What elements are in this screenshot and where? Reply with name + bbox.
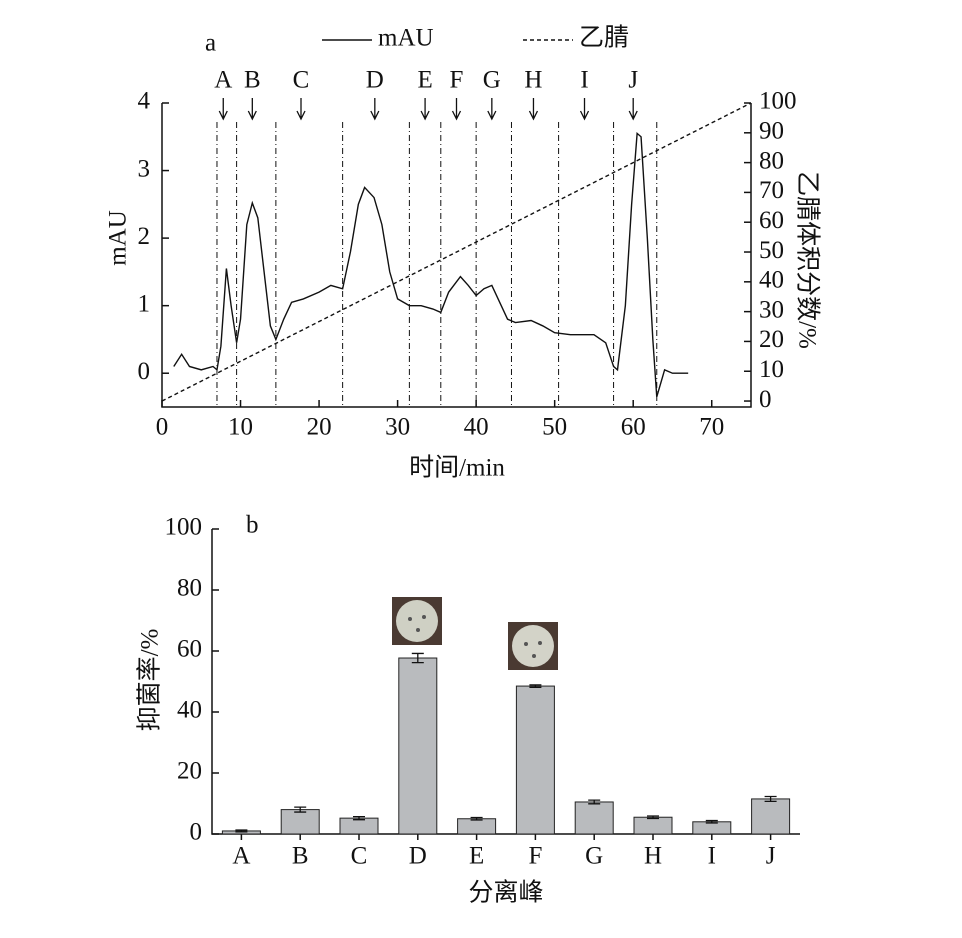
axis [161,103,752,408]
x-tick-label: D [409,843,427,870]
x-tick-label: 70 [699,414,724,441]
peak-label: G [483,67,501,94]
peak-label: F [450,67,464,94]
x-tick-label: E [469,843,484,870]
y2-tick-label: 30 [759,296,784,323]
y-tick-label: 0 [138,358,151,385]
y-tick-label: 3 [138,155,151,182]
error-bar [705,819,718,824]
error-bar [470,816,483,821]
peak-label: D [366,67,384,94]
x-tick-label: 20 [307,414,332,441]
x-tick-label: C [351,843,368,870]
peak-label: E [417,67,432,94]
y-tick-label: 40 [177,697,202,724]
y2-tick-label: 70 [759,177,784,204]
plate-photo [392,597,442,645]
peak-label: I [580,67,588,94]
legend-label: mAU [378,25,434,52]
bar [633,816,673,835]
x-tick-label: F [528,843,542,870]
x-tick-label: I [708,843,716,870]
x-tick-label: 10 [228,414,253,441]
error-bar [647,815,659,820]
peak-label: C [293,67,310,94]
y2-tick-label: 90 [759,118,784,145]
error-bar [353,815,365,821]
x-axis-title: 时间/min [409,454,505,482]
x-tick-label: 40 [464,414,489,441]
peak-arrow [451,98,462,121]
bar [280,809,320,835]
y2-tick-label: 80 [759,147,784,174]
bar [515,685,555,835]
error-bar [294,806,307,813]
y-tick-label: 4 [138,88,151,115]
peak-arrow [296,98,306,121]
legend-label: 乙腈 [579,24,629,52]
peak-arrow [487,98,497,121]
peak-arrow [628,98,638,121]
y2-axis-title: 乙腈体积分数/% [793,171,821,349]
y-tick-label: 80 [177,575,202,602]
y-tick-label: 1 [138,290,151,317]
x-axis-title: 分离峰 [468,879,543,907]
peak-label: A [214,67,232,94]
y-tick-label: 0 [190,819,203,846]
x-tick-label: H [644,843,662,870]
x-tick-label: G [585,843,603,870]
bar [457,818,497,835]
series-line [161,102,752,402]
y2-tick-label: 100 [759,88,797,115]
x-tick-label: A [232,843,250,870]
axis [211,529,800,835]
error-bar [235,829,248,833]
peak-arrow [370,98,380,121]
peak-label: J [628,67,638,94]
plate-photo [508,622,558,670]
bar [339,817,379,835]
panel-label: b [246,512,259,539]
x-tick-label: 60 [621,414,646,441]
y-axis-title: 抑菌率/% [136,629,164,732]
bar [751,798,791,835]
panel-label: a [205,30,216,57]
series-line [173,131,689,398]
y2-tick-label: 10 [759,356,784,383]
error-bar [529,684,542,688]
peak-arrow [247,98,257,121]
bar [574,801,614,835]
peak-label: H [524,67,542,94]
x-tick-label: B [292,843,309,870]
error-bar [764,795,777,803]
y-tick-label: 60 [177,636,202,663]
x-tick-label: 30 [385,414,410,441]
bar [398,657,438,835]
peak-arrow [420,98,430,121]
peak-arrow [579,98,590,121]
error-bar [411,652,424,664]
y2-tick-label: 40 [759,267,784,294]
x-tick-label: J [766,843,776,870]
error-bar [588,799,601,805]
y-tick-label: 2 [138,223,151,250]
y-tick-label: 100 [165,514,203,541]
peak-arrow [218,98,228,121]
peak-label: B [244,67,261,94]
y2-tick-label: 20 [759,326,784,353]
y2-tick-label: 0 [759,386,772,413]
y-axis-title: mAU [105,210,132,266]
peak-arrow [528,98,539,121]
y-tick-label: 20 [177,758,202,785]
y2-tick-label: 50 [759,237,784,264]
x-tick-label: 0 [156,414,169,441]
x-tick-label: 50 [542,414,567,441]
y2-tick-label: 60 [759,207,784,234]
